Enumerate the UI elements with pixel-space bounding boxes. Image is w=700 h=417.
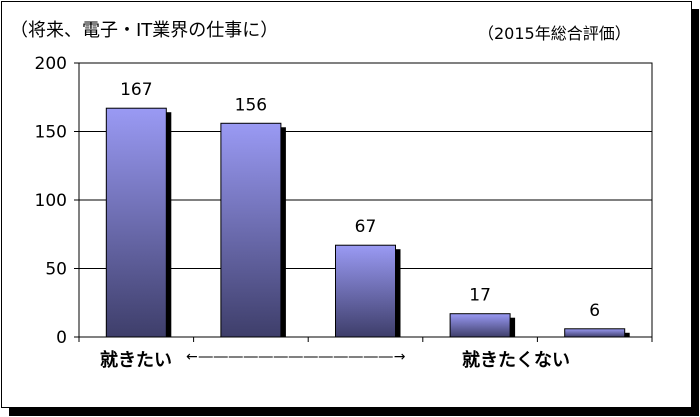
y-tick-label: 200 <box>35 54 67 74</box>
bar <box>564 328 626 338</box>
bar <box>335 244 396 338</box>
bar <box>105 107 167 338</box>
frame-shadow-bottom <box>9 408 699 416</box>
data-labels: 167 156 67 17 6 <box>120 80 600 321</box>
data-label: 167 <box>120 80 152 100</box>
data-label: 67 <box>355 217 377 237</box>
bar <box>220 122 282 338</box>
x-caption-arrow: ←―――――――――――――→ <box>186 349 407 365</box>
frame-shadow-right <box>692 9 699 409</box>
data-label: 156 <box>235 95 267 115</box>
data-label: 17 <box>469 286 491 306</box>
bar <box>449 313 511 338</box>
y-tick-label: 100 <box>35 191 67 211</box>
x-caption-left: 就きたい <box>100 350 172 371</box>
x-caption-right: 就きたくない <box>462 350 570 371</box>
y-tick-label: 50 <box>45 260 67 280</box>
data-label: 6 <box>589 301 600 321</box>
chart-subtitle: （2015年総合評価） <box>478 24 631 43</box>
y-tick-label: 0 <box>56 328 67 348</box>
y-tick-label: 150 <box>35 123 67 143</box>
bars <box>105 107 630 338</box>
chart-title: （将来、電子・IT業界の仕事に） <box>10 20 279 41</box>
